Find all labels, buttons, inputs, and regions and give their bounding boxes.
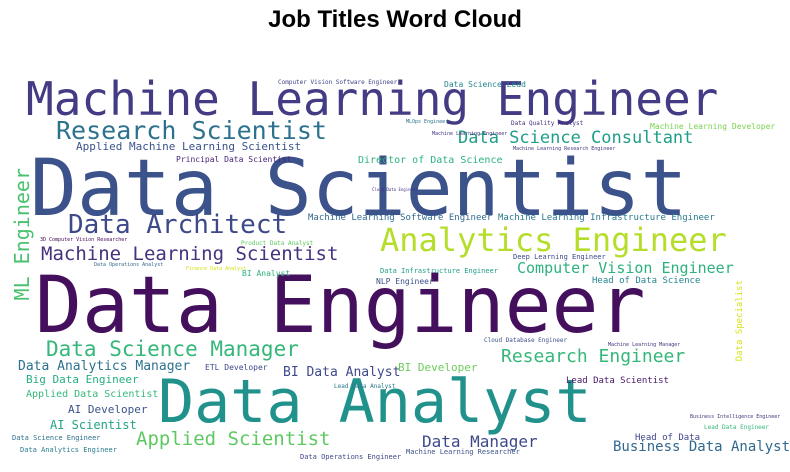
chart-title: Job Titles Word Cloud — [268, 6, 522, 33]
word-data-manager: Data Manager — [422, 432, 538, 451]
word-machine-learning-manager: Machine Learning Manager — [608, 342, 681, 348]
word-product-data-analyst: Product Data Analyst — [241, 240, 314, 247]
word-data-operations-engineer: Data Operations Engineer — [300, 453, 402, 461]
word-applied-machine-learning-scientist: Applied Machine Learning Scientist — [76, 140, 302, 153]
word-machine-learning-scientist: Machine Learning Scientist — [41, 243, 339, 265]
word-cloud-data-engineer: Cloud Data Engineer — [372, 187, 418, 192]
word-business-intelligence-engineer: Business Intelligence Engineer — [690, 414, 781, 420]
word-3d-computer-vision-researcher: 3D Computer Vision Researcher — [40, 237, 128, 243]
word-ai-developer: AI Developer — [68, 403, 148, 416]
word-business-data-analyst: Business Data Analyst — [613, 439, 790, 455]
word-deep-learning-engineer: Deep Learning Engineer — [513, 253, 606, 261]
word-applied-data-scientist: Applied Data Scientist — [26, 389, 159, 400]
word-machine-learning-research-engineer: Machine Learning Research Engineer — [513, 146, 616, 152]
word-machine-learning-researcher: Machine Learning Researcher — [406, 448, 520, 456]
word-data-architect: Data Architect — [68, 210, 288, 240]
word-machine-learning-software-engineer: Machine Learning Software Engineer — [308, 213, 493, 223]
word-principal-data-scientist: Principal Data Scientist — [176, 155, 292, 164]
word-bi-data-analyst: BI Data Analyst — [283, 365, 401, 380]
word-bi-developer: BI Developer — [398, 361, 478, 374]
word-research-engineer: Research Engineer — [501, 346, 686, 367]
word-research-scientist: Research Scientist — [56, 116, 327, 145]
word-data-analytics-engineer: Data Analytics Engineer — [20, 446, 117, 454]
word-etl-developer: ETL Developer — [205, 363, 268, 372]
word-computer-vision-engineer: Computer Vision Engineer — [517, 259, 734, 277]
word-head-of-data-science: Head of Data Science — [592, 276, 701, 286]
word-director-of-data-science: Director of Data Science — [358, 155, 503, 166]
word-data-science-consultant: Data Science Consultant — [458, 128, 694, 148]
word-data-quality-analyst: Data Quality Analyst — [511, 120, 584, 127]
word-computer-vision-software-engineer: Computer Vision Software Engineer — [278, 79, 398, 86]
word-data-infrastructure-engineer: Data Infrastructure Engineer — [380, 267, 499, 275]
word-bi-analyst: BI Analyst — [242, 269, 291, 278]
word-big-data-engineer: Big Data Engineer — [26, 373, 139, 386]
word-applied-scientist: Applied Scientist — [136, 428, 331, 450]
word-data-engineer: Data Engineer — [35, 261, 646, 351]
word-data-science-manager: Data Science Manager — [46, 337, 299, 361]
word-data-science-engineer: Data Science Engineer — [12, 434, 101, 442]
word-analytics-engineer: Analytics Engineer — [380, 221, 727, 259]
word-machine-learning-engineer: Machine Learning Engineer — [26, 72, 719, 126]
word-finance-data-analyst: Finance Data Analyst — [186, 266, 247, 272]
word-ai-scientist: AI Scientist — [50, 418, 137, 432]
word-data-science-lead: Data Science Lead — [444, 80, 526, 89]
word-cloud: Data Scientist Data Engineer Data Analyst M… — [10, 72, 790, 462]
word-head-of-data: Head of Data — [635, 433, 701, 443]
word-lead-data-engineer: Lead Data Engineer — [704, 424, 770, 431]
word-data-operations-analyst: Data Operations Analyst — [94, 262, 164, 268]
word-lead-data-analyst: Lead Data Analyst — [334, 383, 396, 390]
word-lead-data-scientist: Lead Data Scientist — [566, 376, 669, 386]
word-machine-learning-engineer: Machine Learning Engineer — [432, 131, 508, 137]
word-machine-learning-infrastructure-engineer: Machine Learning Infrastructure Engineer — [498, 213, 715, 223]
word-mlops-engineer: MLOps Engineer — [406, 119, 449, 125]
word-ml-engineer: ML Engineer — [10, 168, 34, 301]
word-data-analyst: Data Analyst — [158, 367, 592, 437]
word-machine-learning-developer: Machine Learning Developer — [650, 122, 776, 131]
word-nlp-engineer: NLP Engineer — [376, 277, 434, 286]
word-cloud-database-engineer: Cloud Database Engineer — [484, 337, 568, 344]
word-data-scientist: Data Scientist — [30, 144, 688, 234]
word-data-specialist: Data Specialist — [735, 280, 745, 362]
word-data-analytics-manager: Data Analytics Manager — [18, 359, 191, 374]
